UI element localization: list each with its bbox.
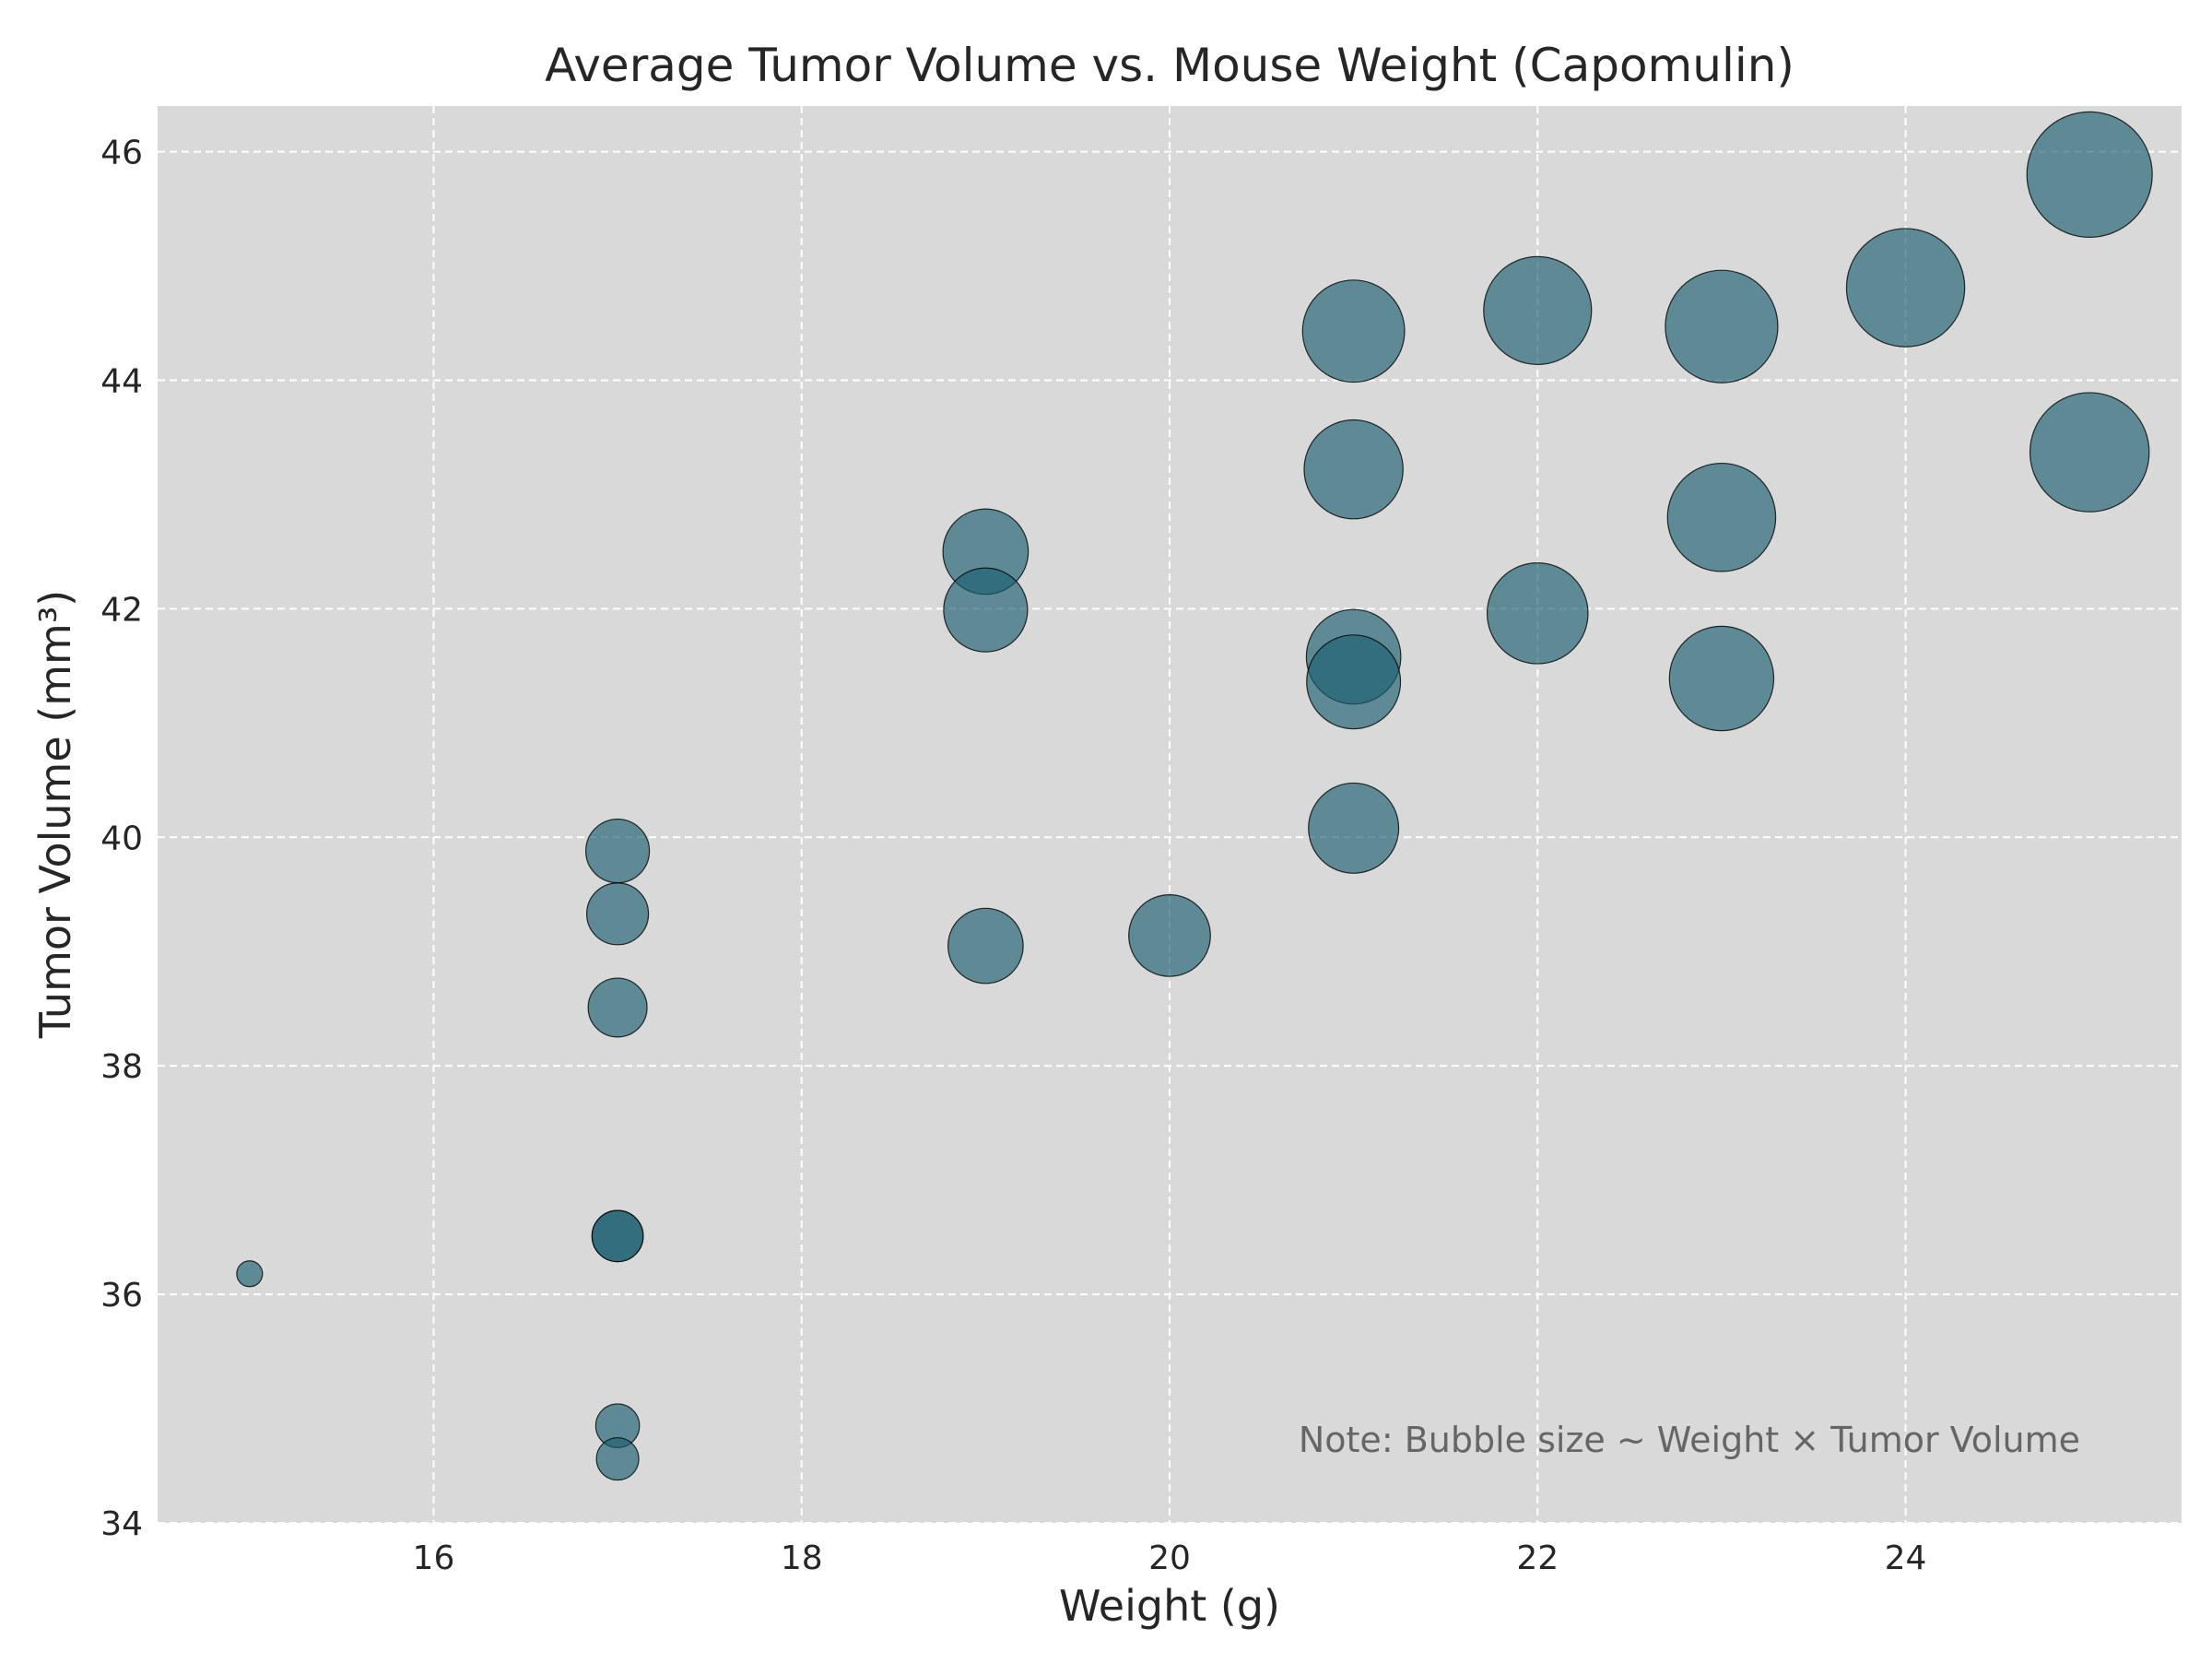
y-tick-label: 38 xyxy=(100,1048,143,1086)
data-point xyxy=(947,907,1024,985)
data-point xyxy=(1845,228,1966,348)
y-tick-label: 44 xyxy=(100,362,143,400)
x-tick-label: 18 xyxy=(781,1539,823,1577)
data-point xyxy=(1303,419,1404,520)
x-tick-label: 20 xyxy=(1148,1539,1191,1577)
x-axis-label: Weight (g) xyxy=(1059,1581,1280,1631)
data-point xyxy=(584,819,651,884)
data-point xyxy=(1306,634,1402,730)
data-point xyxy=(1483,255,1593,365)
y-tick-label: 42 xyxy=(100,591,143,629)
y-tick-label: 40 xyxy=(100,820,143,857)
data-point xyxy=(236,1260,264,1288)
y-tick-label: 36 xyxy=(100,1277,143,1315)
data-point xyxy=(1128,894,1211,977)
data-point xyxy=(591,1209,644,1263)
y-axis-label: Tumor Volume (mm³) xyxy=(30,590,80,1039)
chart-annotation: Note: Bubble size ~ Weight × Tumor Volum… xyxy=(1299,1420,2080,1460)
x-axis-ticks: 16 18 20 22 24 xyxy=(413,1539,1927,1577)
x-tick-label: 24 xyxy=(1885,1539,1927,1577)
y-tick-label: 46 xyxy=(100,135,143,172)
data-point xyxy=(1486,562,1589,665)
data-point xyxy=(1666,462,1777,572)
x-tick-label: 16 xyxy=(413,1539,455,1577)
data-point xyxy=(2029,392,2150,513)
y-axis-ticks: 34 36 38 40 42 44 46 xyxy=(100,135,143,1543)
data-point xyxy=(1308,782,1400,874)
data-point xyxy=(595,1437,640,1481)
data-point xyxy=(1668,625,1775,732)
data-point xyxy=(585,882,650,946)
data-point xyxy=(1665,269,1779,383)
grid-lines xyxy=(158,106,2182,1524)
y-tick-label: 34 xyxy=(100,1505,143,1543)
chart-title: Average Tumor Volume vs. Mouse Weight (C… xyxy=(545,39,1794,92)
data-point xyxy=(943,567,1029,653)
data-point xyxy=(1301,279,1406,383)
data-points xyxy=(236,111,2153,1481)
data-point xyxy=(587,977,648,1038)
data-point xyxy=(2026,111,2153,238)
x-tick-label: 22 xyxy=(1516,1539,1559,1577)
